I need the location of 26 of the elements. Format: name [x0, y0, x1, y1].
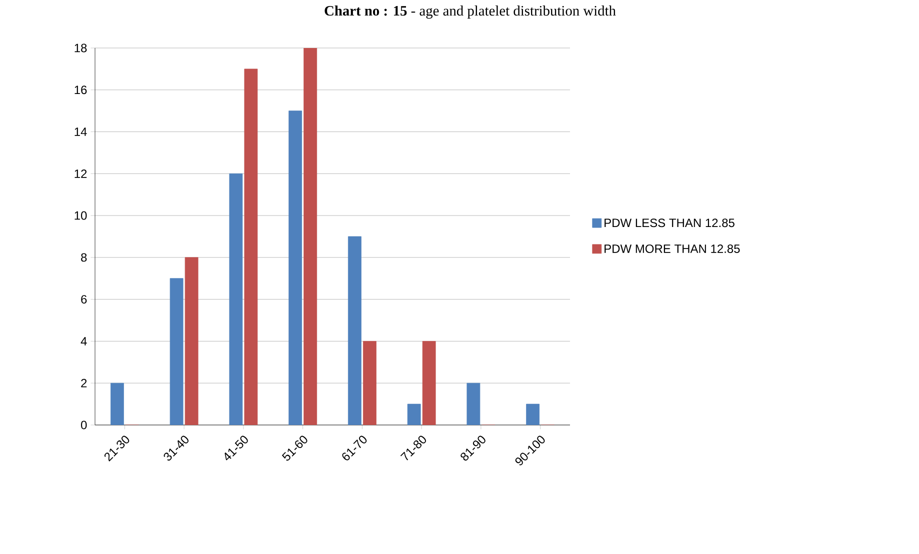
y-tick-label: 2	[81, 378, 87, 388]
bar	[229, 173, 243, 425]
y-tick-label: 18	[74, 44, 87, 52]
bar	[110, 382, 124, 425]
bar	[422, 341, 436, 425]
y-tick-label: 4	[80, 337, 87, 346]
bar	[407, 404, 421, 425]
bar	[466, 382, 480, 425]
bar	[362, 341, 376, 425]
y-tick-label: 6	[81, 295, 87, 304]
bar	[288, 110, 302, 425]
legend-label: PDW MORE THAN 12.85	[604, 244, 740, 253]
bar	[348, 236, 362, 425]
bar	[170, 278, 184, 425]
y-tick-label: 0	[81, 420, 87, 430]
y-tick-label: 12	[74, 169, 87, 178]
bar	[184, 257, 198, 425]
y-tick-label: 10	[74, 211, 87, 220]
y-tick-label: 8	[81, 253, 87, 262]
bar	[304, 48, 318, 425]
bar	[526, 404, 540, 425]
y-tick-label: 14	[74, 128, 87, 136]
legend-label: PDW LESS THAN 12.85	[604, 218, 734, 228]
y-tick-label: 16	[74, 86, 87, 94]
chart-title: Chart no : 15 - age and platelet distribution width	[324, 6, 616, 19]
bar	[244, 68, 258, 425]
